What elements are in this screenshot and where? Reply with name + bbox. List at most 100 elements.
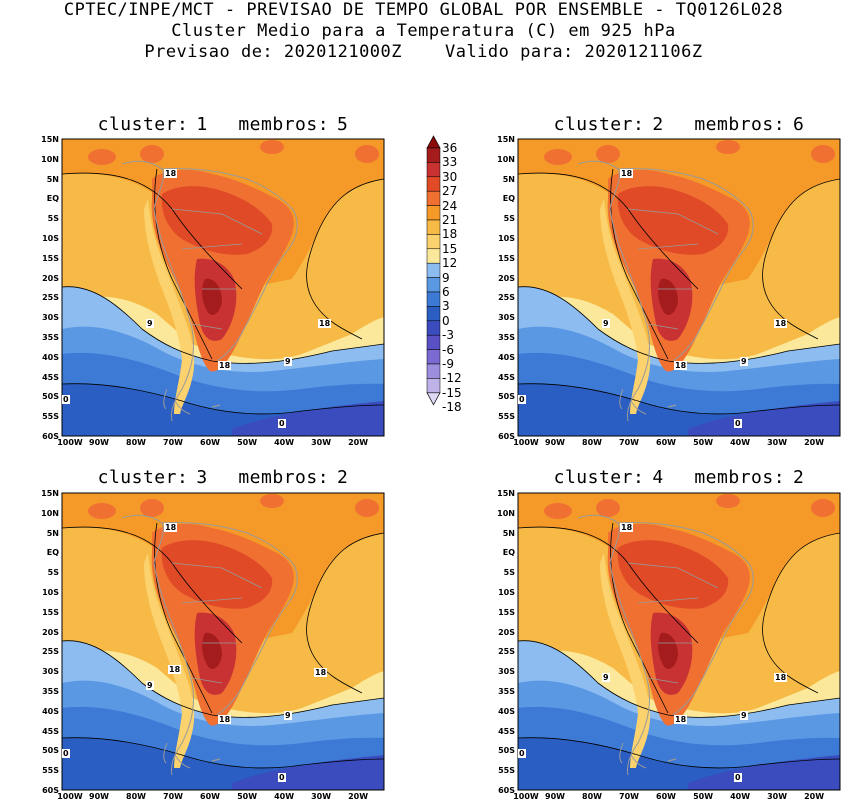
lat-tick-label: 40S xyxy=(42,352,59,362)
colorbar-label: -15 xyxy=(442,385,462,400)
lat-tick-label: 20S xyxy=(42,273,59,283)
contour-label: 0 xyxy=(518,395,526,404)
colorbar-label: 3 xyxy=(442,299,450,314)
colorbar-swatch xyxy=(426,248,441,264)
colorbar-label: 24 xyxy=(442,198,458,213)
lat-tick-label: EQ xyxy=(502,548,515,558)
lat-tick-label: 30S xyxy=(42,313,59,323)
lat-tick-label: 50S xyxy=(498,392,515,402)
lat-tick-label: 20S xyxy=(42,627,59,637)
lon-tick-label: 20W xyxy=(348,792,369,801)
lon-tick-label: 100W xyxy=(513,438,539,447)
colorbar-label: 27 xyxy=(442,184,458,199)
lat-tick-label: 5N xyxy=(502,174,515,184)
lat-tick-label: 30S xyxy=(498,313,515,323)
lon-tick-label: 50W xyxy=(693,438,714,447)
colorbar-swatch xyxy=(426,320,441,336)
lon-tick-label: 80W xyxy=(126,438,146,447)
panel-4-cluster-label: cluster: xyxy=(553,467,645,488)
colorbar-swatch xyxy=(426,378,441,394)
lat-tick-label: 60S xyxy=(498,432,515,441)
lat-tick-label: 10N xyxy=(41,508,59,518)
lon-tick-label: 40W xyxy=(730,438,751,447)
panel-1-cluster-label: cluster: xyxy=(97,114,189,135)
lat-tick-label: 15S xyxy=(42,253,59,263)
map-panel-3 xyxy=(61,492,385,791)
panel-2-cluster-label: cluster: xyxy=(553,114,645,135)
panel-2-members-label: membros: xyxy=(694,114,786,135)
panel-1-title: cluster: 1 membros: 5 xyxy=(62,114,384,135)
contour-label: 0 xyxy=(278,419,286,428)
contour-label: 18 xyxy=(774,319,788,328)
contour-label: 18 xyxy=(164,169,178,178)
lat-tick-label: 25S xyxy=(498,647,515,657)
lat-tick-label: 55S xyxy=(42,412,59,422)
lon-tick-label: 20W xyxy=(804,792,825,801)
lon-tick-label: 30W xyxy=(311,438,332,447)
lat-tick-label: 15S xyxy=(498,253,515,263)
contour-label: 0 xyxy=(278,773,286,782)
colorbar-swatch xyxy=(426,190,441,206)
subtitle: Cluster Medio para a Temperatura (C) em … xyxy=(171,21,676,41)
panel-4-cluster: 4 xyxy=(652,467,664,488)
contour-label: 9 xyxy=(146,681,154,690)
lon-tick-label: 30W xyxy=(767,792,788,801)
panel-3-cluster: 3 xyxy=(196,467,208,488)
colorbar-label: -18 xyxy=(442,400,462,415)
lat-tick-label: 15N xyxy=(497,489,515,498)
panel-2-cluster: 2 xyxy=(652,114,664,135)
lat-tick-label: 60S xyxy=(498,786,515,795)
lat-tick-label: 45S xyxy=(498,726,515,736)
contour-label: 0 xyxy=(734,419,742,428)
lat-tick-label: 55S xyxy=(498,766,515,776)
lat-tick-label: 10S xyxy=(498,234,515,243)
colorbar-label: -6 xyxy=(442,342,454,357)
lon-tick-label: 90W xyxy=(89,792,109,801)
lon-tick-label: 70W xyxy=(163,792,184,801)
contour-label: 18 xyxy=(674,361,688,370)
colorbar-label: 33 xyxy=(442,155,458,170)
contour-label: 18 xyxy=(774,673,788,682)
contour-label: 9 xyxy=(284,711,292,720)
lat-tick-label: 45S xyxy=(42,726,59,736)
contour-label: 0 xyxy=(518,749,526,758)
contour-label: 0 xyxy=(62,749,70,758)
lat-tick-label: 50S xyxy=(498,746,515,756)
contour-label: 9 xyxy=(740,711,748,720)
lon-tick-label: 70W xyxy=(619,792,640,801)
panel-4-members-label: membros: xyxy=(694,467,786,488)
colorbar-label: -3 xyxy=(442,328,454,343)
lat-tick-label: 40S xyxy=(498,706,515,716)
panel-4-members: 2 xyxy=(793,467,805,488)
lon-tick-label: 60W xyxy=(200,438,221,447)
main-title: CPTEC/INPE/MCT - PREVISAO DE TEMPO GLOBA… xyxy=(63,0,784,20)
lat-tick-label: 55S xyxy=(42,766,59,776)
lat-tick-label: 5N xyxy=(46,528,59,538)
lon-tick-label: 90W xyxy=(89,438,109,447)
lat-tick-label: 10S xyxy=(498,588,515,597)
contour-label: 18 xyxy=(318,319,332,328)
map-panel-4 xyxy=(517,492,841,791)
contour-label: 9 xyxy=(602,319,610,328)
panel-4-title: cluster: 4 membros: 2 xyxy=(518,467,840,488)
lat-tick-label: 25S xyxy=(498,293,515,303)
lat-tick-label: 20S xyxy=(498,627,515,637)
lon-tick-label: 50W xyxy=(693,792,714,801)
colorbar-swatch xyxy=(426,363,441,379)
lat-tick-label: 15N xyxy=(41,489,59,498)
lat-tick-label: 60S xyxy=(42,786,59,795)
colorbar-swatch xyxy=(426,147,441,163)
lat-tick-label: 15S xyxy=(42,607,59,617)
lat-tick-label: 35S xyxy=(498,333,515,342)
lat-tick-label: 5S xyxy=(47,568,59,578)
colorbar xyxy=(426,135,441,406)
lat-tick-label: 45S xyxy=(498,372,515,382)
lat-tick-label: 55S xyxy=(498,412,515,422)
panel-1-cluster: 1 xyxy=(196,114,208,135)
lon-tick-label: 20W xyxy=(348,438,369,447)
lon-tick-label: 40W xyxy=(730,792,751,801)
lat-tick-label: 15N xyxy=(41,135,59,144)
lat-tick-label: 10N xyxy=(41,154,59,164)
contour-label: 18 xyxy=(168,665,182,674)
